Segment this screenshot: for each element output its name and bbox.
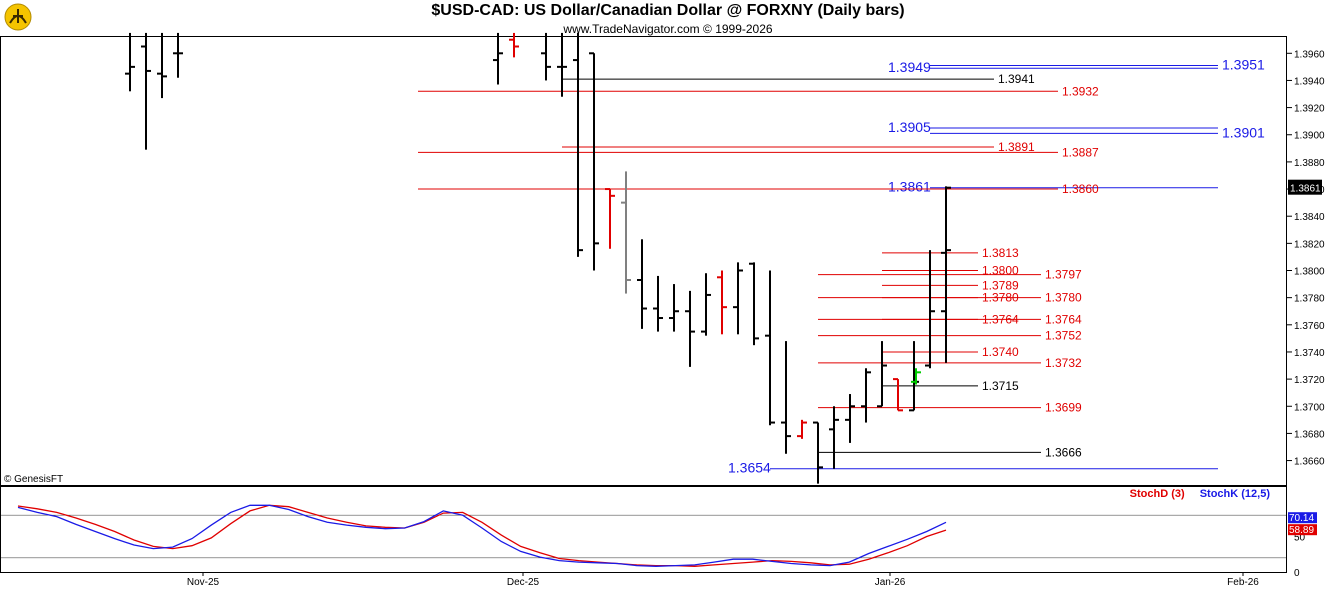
ohlc-bar <box>701 273 711 336</box>
price-tick-label: 1.3700 <box>1294 402 1325 413</box>
level-label: 1.3654 <box>728 460 771 476</box>
level-label: 1.3941 <box>998 72 1035 86</box>
stoch-line <box>17 504 947 567</box>
last-price-box <box>1288 179 1322 195</box>
level-label: 1.3789 <box>982 278 1019 292</box>
level-label: 1.3780 <box>1045 291 1082 305</box>
time-tick-label: Dec-25 <box>507 577 540 588</box>
chart-title: $USD-CAD: US Dollar/Canadian Dollar @ FO… <box>431 2 905 19</box>
stoch-tick-label: 50 <box>1294 533 1306 544</box>
level-label: 1.3951 <box>1222 57 1265 73</box>
level-label: 1.3797 <box>1045 268 1082 282</box>
legend-stochd: StochD (3) <box>1129 488 1185 500</box>
ohlc-bar <box>829 406 839 469</box>
ohlc-bar <box>637 239 647 329</box>
ohlc-bar <box>781 341 791 454</box>
stochd-value-box <box>1288 524 1317 536</box>
price-tick-label: 1.3800 <box>1294 267 1325 278</box>
price-tick-label: 1.3960 <box>1294 49 1325 60</box>
level-label: 1.3740 <box>982 345 1019 359</box>
level-label: 1.3905 <box>888 119 931 135</box>
level-label: 1.3860 <box>1062 182 1099 196</box>
ohlc-bar <box>653 275 663 332</box>
ohlc-bar <box>925 250 935 369</box>
ohlc-bar <box>911 368 921 385</box>
level-label: 1.3752 <box>1045 329 1082 343</box>
ohlc-bar <box>797 419 807 439</box>
ohlc-bar <box>717 270 727 335</box>
last-price-label: 1.3861 <box>1290 184 1321 195</box>
stochk-value-box <box>1288 512 1317 524</box>
ohlc-bar <box>141 32 151 150</box>
price-axis: 1.39601.39401.39201.39001.38801.38601.38… <box>1287 49 1325 468</box>
ohlc-bar <box>877 341 887 408</box>
level-label: 1.3861 <box>888 179 931 195</box>
ohlc-bar <box>157 32 167 99</box>
price-tick-label: 1.3920 <box>1294 104 1325 115</box>
stoch-panel-border <box>0 486 1287 573</box>
level-label: 1.3732 <box>1045 356 1082 370</box>
ohlc-bar <box>573 32 583 257</box>
price-bars <box>125 32 951 484</box>
logo-icon <box>4 3 32 36</box>
price-tick-label: 1.3660 <box>1294 457 1325 468</box>
level-label: 1.3666 <box>1045 445 1082 459</box>
level-label: 1.3949 <box>888 59 931 75</box>
ohlc-bar <box>733 262 743 335</box>
level-label: 1.3932 <box>1062 84 1099 98</box>
ohlc-bar <box>173 32 183 78</box>
ohlc-bar <box>845 394 855 443</box>
ohlc-bar <box>621 171 631 294</box>
price-tick-label: 1.3760 <box>1294 321 1325 332</box>
credit-text: © GenesisFT <box>4 474 64 485</box>
level-label: 1.3901 <box>1222 124 1265 140</box>
ohlc-bar <box>685 290 695 367</box>
time-tick-label: Feb-26 <box>1227 577 1259 588</box>
level-label: 1.3715 <box>982 379 1019 393</box>
level-label: 1.3699 <box>1045 401 1082 415</box>
ohlc-bar <box>509 32 519 58</box>
ohlc-bar <box>669 284 679 332</box>
ohlc-bar <box>893 378 903 412</box>
chart-subtitle: www.TradeNavigator.com © 1999-2026 <box>563 22 773 36</box>
level-label: 1.3813 <box>982 246 1019 260</box>
ohlc-bar <box>941 186 951 309</box>
ohlc-bar <box>589 52 599 271</box>
ohlc-bar <box>813 421 823 484</box>
legend-stochk: StochK (12,5) <box>1199 488 1270 500</box>
level-label: 1.3887 <box>1062 145 1099 159</box>
ohlc-bar <box>605 188 615 249</box>
level-label: 1.3800 <box>982 264 1019 278</box>
price-levels: 1.3951 1.3949 1.3941 1.3932 1.3905 1.3901 1.38… <box>418 57 1265 476</box>
ohlc-bar <box>541 32 551 81</box>
ohlc-bar <box>749 262 759 346</box>
time-tick-label: Jan-26 <box>875 577 906 588</box>
stoch-legend: StochD (3) StochK (12,5) <box>1130 488 1270 500</box>
stochd-value-label: 58.89 <box>1289 525 1314 536</box>
level-label: 1.3764 <box>1045 312 1082 326</box>
ohlc-bar <box>765 270 775 426</box>
stochk-value-label: 70.14 <box>1289 513 1314 524</box>
price-panel-border <box>0 36 1287 486</box>
price-tick-label: 1.3840 <box>1294 212 1325 223</box>
time-axis: Nov-25 Dec-25 Jan-26 Feb-26 <box>187 572 1259 588</box>
price-tick-label: 1.3820 <box>1294 239 1325 250</box>
price-tick-label: 1.3780 <box>1294 294 1325 305</box>
ohlc-bar <box>493 32 503 85</box>
level-label: 1.3891 <box>998 140 1035 154</box>
price-tick-label: 1.3880 <box>1294 158 1325 169</box>
price-tick-label: 1.3900 <box>1294 131 1325 142</box>
price-tick-label: 1.3680 <box>1294 429 1325 440</box>
price-tick-label: 1.3740 <box>1294 348 1325 359</box>
time-tick-label: Nov-25 <box>187 577 220 588</box>
ohlc-bar <box>125 32 135 92</box>
price-tick-label: 1.3940 <box>1294 76 1325 87</box>
ohlc-bar <box>557 32 567 97</box>
stoch-tick-label: 0 <box>1294 568 1300 579</box>
stoch-line <box>17 504 947 567</box>
ohlc-bar <box>861 368 871 423</box>
price-tick-label: 1.3720 <box>1294 375 1325 386</box>
